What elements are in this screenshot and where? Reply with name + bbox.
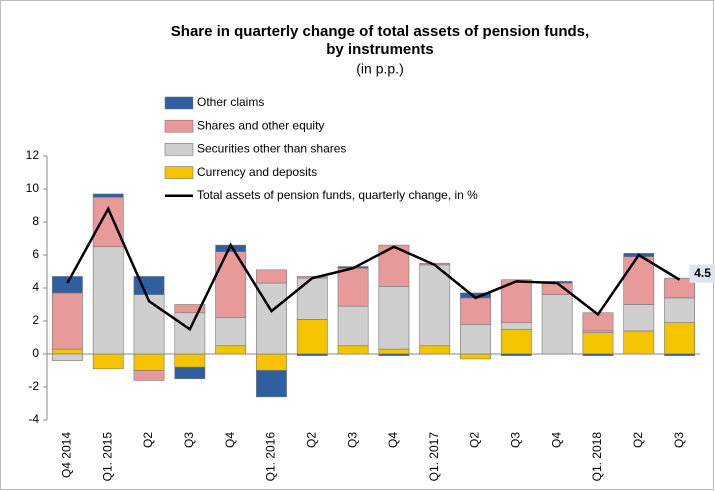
bar-segment	[623, 256, 655, 305]
bar-segment	[500, 279, 532, 323]
x-tick-label: Q4	[386, 432, 400, 448]
bar-segment	[623, 304, 655, 332]
bar-segment	[92, 196, 124, 248]
data-label-box	[689, 264, 715, 283]
bar-segment	[500, 353, 532, 356]
x-tick-label: Q2	[141, 432, 155, 448]
bar-segment	[460, 297, 491, 325]
bar-segment	[174, 304, 206, 314]
x-tick-label: Q1. 2015	[100, 432, 114, 482]
bar-segment	[460, 353, 491, 360]
bar-segment	[52, 348, 83, 355]
bar-segment	[664, 277, 695, 299]
y-tick-label: 4	[32, 280, 39, 294]
bar-segment	[256, 353, 287, 371]
bar-segment	[256, 370, 287, 398]
y-tick-label: -2	[28, 379, 39, 393]
bar-segment	[215, 345, 247, 355]
x-tick-label: Q3	[672, 432, 686, 448]
bar-segment	[133, 294, 165, 355]
x-tick-label: Q3	[182, 432, 196, 448]
data-label: 4.5	[694, 266, 711, 280]
legend-label: Currency and deposits	[197, 165, 317, 179]
x-tick-label: Q4	[549, 432, 563, 448]
legend-swatch	[164, 143, 194, 156]
bar-segment	[337, 267, 369, 307]
y-tick-label: 10	[26, 181, 40, 195]
x-tick-label: Q2	[468, 432, 482, 448]
bar-segment	[92, 193, 124, 198]
bar-segment	[92, 353, 124, 370]
bar-segment	[174, 366, 206, 380]
y-tick-label: -4	[28, 412, 39, 426]
x-tick-label: Q4 2014	[60, 432, 74, 478]
line	[66, 205, 681, 332]
bar-segment	[460, 323, 491, 355]
bar-segment	[52, 276, 83, 294]
bar-segment	[256, 269, 287, 284]
bar-segment	[174, 312, 206, 355]
bar-segment	[133, 276, 165, 295]
legend-swatch	[164, 96, 194, 110]
x-tick-label: Q2	[304, 432, 318, 448]
y-tick-label: 2	[32, 313, 39, 327]
legend-swatch	[164, 119, 194, 133]
chart-title: Share in quarterly change of total asset…	[171, 23, 589, 40]
bar-segment	[296, 277, 328, 320]
bar-segment	[582, 353, 614, 356]
x-tick-label: Q3	[509, 432, 523, 448]
bar-segment	[500, 328, 532, 355]
chart-title: by instruments	[326, 41, 434, 58]
bar-segment	[337, 305, 369, 347]
legend-label: Securities other than shares	[197, 142, 346, 156]
bar-segment	[378, 286, 410, 350]
bar-segment	[582, 332, 614, 355]
bar-segment	[92, 246, 124, 355]
bar-segment	[337, 345, 369, 355]
bar-segment	[419, 345, 451, 355]
legend-label: Other claims	[197, 95, 264, 109]
bar-segment	[378, 353, 410, 356]
legend-swatch	[164, 166, 194, 179]
bar-segment	[623, 330, 655, 355]
bar-segment	[296, 353, 328, 356]
bar-segment	[215, 317, 247, 347]
y-tick-label: 0	[32, 346, 39, 360]
bar-segment	[419, 264, 451, 347]
bar-segment	[174, 353, 206, 368]
bar-segment	[52, 292, 83, 350]
x-tick-label: Q1. 2018	[590, 432, 604, 482]
x-tick-label: Q3	[345, 432, 359, 448]
y-tick-label: 12	[26, 148, 40, 162]
legend-label: Shares and other equity	[197, 118, 324, 132]
legend-label: Total assets of pension funds, quarterly…	[197, 188, 478, 202]
bar-segment	[296, 319, 328, 355]
bar-segment	[664, 322, 695, 355]
bar-segment	[133, 370, 165, 381]
bar-segment	[500, 322, 532, 330]
bar-segment	[541, 294, 573, 355]
bar-segment	[133, 353, 165, 371]
x-tick-label: Q1. 2016	[264, 432, 278, 482]
x-tick-label: Q4	[223, 432, 237, 448]
y-tick-label: 8	[32, 214, 39, 228]
y-tick-label: 6	[32, 247, 39, 261]
chart-subtitle: (in p.p.)	[356, 61, 403, 77]
x-tick-label: Q2	[631, 432, 645, 448]
bar-segment	[52, 353, 83, 361]
bar-segment	[541, 282, 573, 295]
bar-segment	[664, 353, 695, 356]
bar-segment	[664, 297, 695, 323]
bar-segment	[378, 348, 410, 355]
x-tick-label: Q1. 2017	[427, 432, 441, 482]
